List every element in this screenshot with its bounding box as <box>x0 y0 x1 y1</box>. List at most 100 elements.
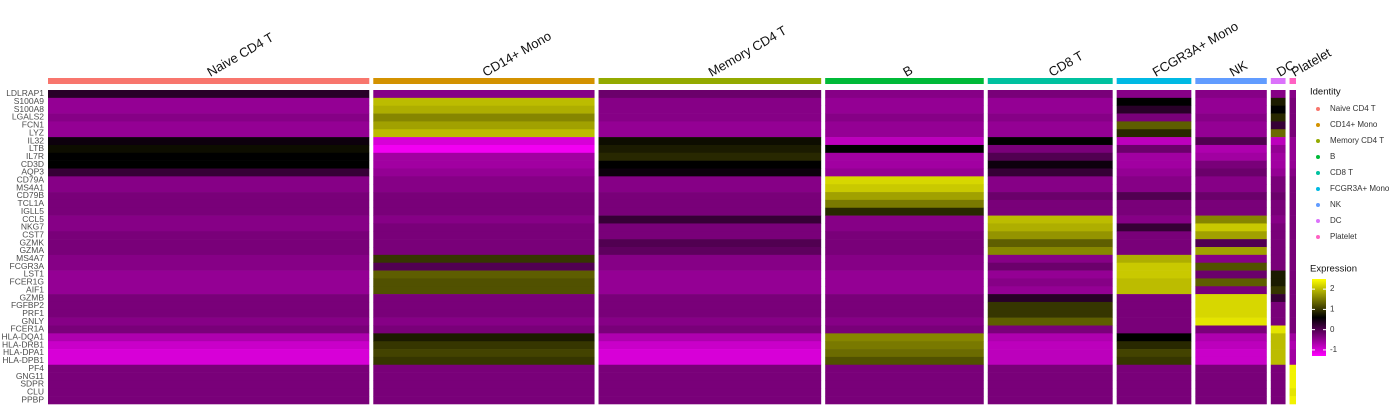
cluster-label: CD14+ Mono <box>480 28 554 79</box>
heat-cell <box>48 199 370 209</box>
heat-cell <box>373 223 595 232</box>
heat-cell <box>1289 144 1296 154</box>
heat-cell <box>373 247 595 256</box>
heat-cell <box>48 396 370 405</box>
heat-cell <box>1195 254 1267 263</box>
heat-cell <box>48 90 370 99</box>
heat-cell <box>1195 309 1267 318</box>
heat-cell <box>1195 184 1267 193</box>
heat-cell <box>825 215 984 224</box>
heat-cell <box>1289 113 1296 122</box>
heat-cell <box>987 380 1113 389</box>
heat-cell <box>987 199 1113 209</box>
heat-cell <box>598 270 822 279</box>
heat-cell <box>1270 207 1286 216</box>
heat-cell <box>825 262 984 271</box>
heat-cell <box>598 129 822 138</box>
heat-cell <box>1289 192 1296 201</box>
heat-cell <box>1195 356 1267 366</box>
gene-label: HLA-DQA1 <box>1 332 44 342</box>
gene-label: PPBP <box>21 394 44 404</box>
gene-label: CLU <box>27 386 44 396</box>
heat-cell <box>987 254 1113 263</box>
heat-cell <box>48 294 370 303</box>
heat-cell <box>373 309 595 318</box>
heat-cell <box>1270 247 1286 256</box>
heat-cell <box>825 286 984 295</box>
heat-cell <box>1116 270 1192 279</box>
heat-cell <box>1289 301 1296 311</box>
heat-cell <box>48 270 370 279</box>
heat-cell <box>825 333 984 342</box>
heat-cell <box>1289 396 1296 405</box>
heat-cell <box>1289 309 1296 318</box>
heat-cell <box>48 215 370 224</box>
heat-cell <box>1116 262 1192 271</box>
heat-cell <box>1289 317 1296 326</box>
heat-cell <box>987 239 1113 248</box>
heat-cell <box>1289 364 1296 373</box>
heat-cell <box>48 380 370 389</box>
gene-label: FCGR3A <box>10 261 45 271</box>
heat-cell <box>1289 388 1296 397</box>
gene-label: CST7 <box>22 229 44 239</box>
heat-cell <box>987 262 1113 271</box>
heat-cell <box>987 356 1113 366</box>
heat-cell <box>1270 262 1286 271</box>
heat-cell <box>987 278 1113 287</box>
heat-cell <box>1116 207 1192 216</box>
heat-cell <box>1116 388 1192 397</box>
heat-cell <box>598 262 822 271</box>
heat-cell <box>1116 192 1192 201</box>
gene-label: FGFBP2 <box>11 300 44 310</box>
legend-dot <box>1316 187 1320 191</box>
heat-cell <box>598 215 822 224</box>
heat-cell <box>825 278 984 287</box>
gene-label: HLA-DRB1 <box>2 339 44 349</box>
heat-cell <box>373 199 595 209</box>
heat-cell <box>598 341 822 350</box>
heat-cell <box>1270 152 1286 161</box>
heat-cell <box>48 364 370 373</box>
heat-cell <box>373 113 595 122</box>
heat-cell <box>1270 388 1286 397</box>
heat-cell <box>1270 349 1286 358</box>
heat-cell <box>373 356 595 366</box>
heat-cell <box>1270 254 1286 263</box>
heat-cell <box>825 247 984 256</box>
heat-cell <box>825 325 984 334</box>
heat-cell <box>373 207 595 216</box>
heat-cell <box>825 356 984 366</box>
gene-label: GZMK <box>19 237 44 247</box>
cluster-label: CD8 T <box>1046 48 1086 80</box>
gene-label: PRF1 <box>22 308 44 318</box>
heat-cell <box>598 90 822 99</box>
heat-cell <box>598 317 822 326</box>
heat-cell <box>1195 97 1267 106</box>
heat-cell <box>373 176 595 185</box>
legend-dot <box>1316 107 1320 111</box>
heat-cell <box>598 294 822 303</box>
cluster-label: NK <box>1227 57 1250 79</box>
heat-cell <box>1289 254 1296 263</box>
gene-label: MS4A1 <box>16 182 44 192</box>
heat-cell <box>987 168 1113 177</box>
heat-cell <box>1270 309 1286 318</box>
heat-cell <box>1289 286 1296 295</box>
heat-cell <box>373 137 595 146</box>
cluster-bar <box>1116 78 1192 84</box>
heat-cell <box>373 160 595 169</box>
heat-cell <box>373 325 595 334</box>
gene-label: TCL1A <box>18 198 45 208</box>
heat-cell <box>373 333 595 342</box>
heat-cell <box>1270 137 1286 146</box>
gene-label: IL7R <box>26 151 44 161</box>
heat-cell <box>1116 341 1192 350</box>
heat-cell <box>987 317 1113 326</box>
heat-cell <box>1289 168 1296 177</box>
heat-cell <box>1195 207 1267 216</box>
heat-cell <box>373 152 595 161</box>
heat-cell <box>373 380 595 389</box>
heat-cell <box>987 286 1113 295</box>
heat-cell <box>48 192 370 201</box>
